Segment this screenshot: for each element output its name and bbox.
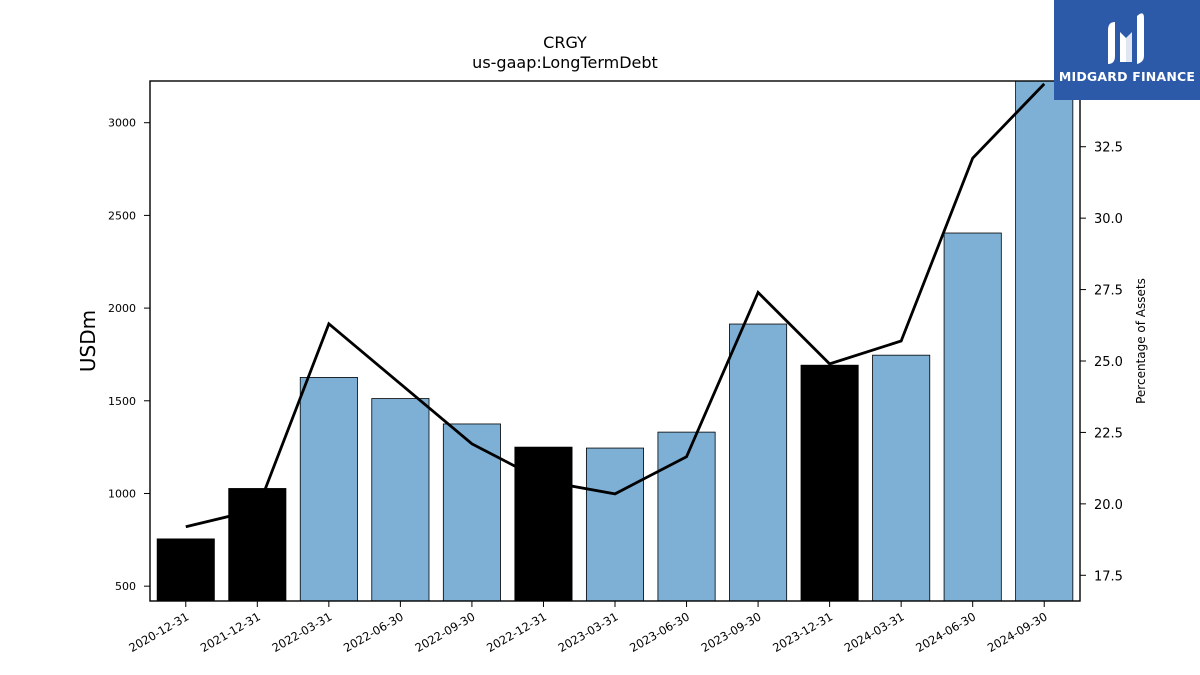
y2-tick-label: 32.5 — [1094, 141, 1123, 156]
x-tick-label: 2024-09-30 — [985, 609, 1050, 655]
bar-2022-09-30 — [442, 423, 501, 602]
bar-2024-06-30 — [943, 232, 1002, 602]
bar-2022-06-30 — [371, 398, 430, 602]
midgard-finance-logo: MIDGARD FINANCE — [1054, 0, 1200, 100]
y-tick-label: 500 — [115, 580, 136, 593]
bar-2021-12-31 — [228, 488, 287, 602]
bar-2020-12-31 — [156, 538, 215, 602]
bar-2023-09-30 — [729, 323, 788, 602]
y-tick-label: 2500 — [108, 209, 136, 222]
bar-2022-12-31 — [514, 446, 573, 602]
y2-tick-label: 17.5 — [1094, 569, 1123, 584]
y2-axis-label: Percentage of Assets — [1134, 278, 1148, 404]
y2-tick-label: 25.0 — [1094, 355, 1123, 370]
x-tick-label: 2023-12-31 — [770, 609, 835, 655]
bar-2024-03-31 — [872, 354, 931, 602]
y2-tick-label: 20.0 — [1094, 498, 1123, 513]
y-tick-label: 1500 — [108, 395, 136, 408]
x-tick-label: 2022-03-31 — [269, 609, 334, 655]
x-tick-label: 2023-09-30 — [699, 609, 764, 655]
bar-2023-12-31 — [800, 364, 859, 602]
y-tick-label: 3000 — [108, 117, 136, 130]
logo-mark-icon — [1108, 13, 1144, 64]
y2-tick-label: 27.5 — [1094, 284, 1123, 299]
x-tick-label: 2024-03-31 — [842, 609, 907, 655]
x-tick-label: 2020-12-31 — [126, 609, 191, 655]
y2-tick-label: 30.0 — [1094, 212, 1123, 227]
x-tick-label: 2022-12-31 — [484, 609, 549, 655]
y-axis-label: USDm — [76, 310, 100, 372]
bar-2023-06-30 — [657, 431, 716, 602]
x-tick-label: 2021-12-31 — [198, 609, 263, 655]
y-tick-label: 1000 — [108, 487, 136, 500]
bar-2023-03-31 — [585, 447, 645, 602]
x-tick-label: 2023-03-31 — [556, 609, 621, 655]
bar-2024-09-30 — [1015, 80, 1074, 602]
chart-subtitle: us-gaap:LongTermDebt — [472, 53, 658, 72]
y2-tick-label: 22.5 — [1094, 426, 1123, 441]
logo-text: MIDGARD FINANCE — [1058, 69, 1196, 84]
percentage-line — [185, 82, 1046, 529]
x-tick-label: 2022-09-30 — [413, 609, 478, 655]
x-tick-label: 2022-06-30 — [341, 609, 406, 655]
bar-2022-03-31 — [299, 377, 358, 602]
x-tick-label: 2023-06-30 — [627, 609, 692, 655]
x-tick-label: 2024-06-30 — [913, 609, 978, 655]
y-tick-label: 2000 — [108, 302, 136, 315]
chart-title: CRGY — [543, 33, 587, 52]
